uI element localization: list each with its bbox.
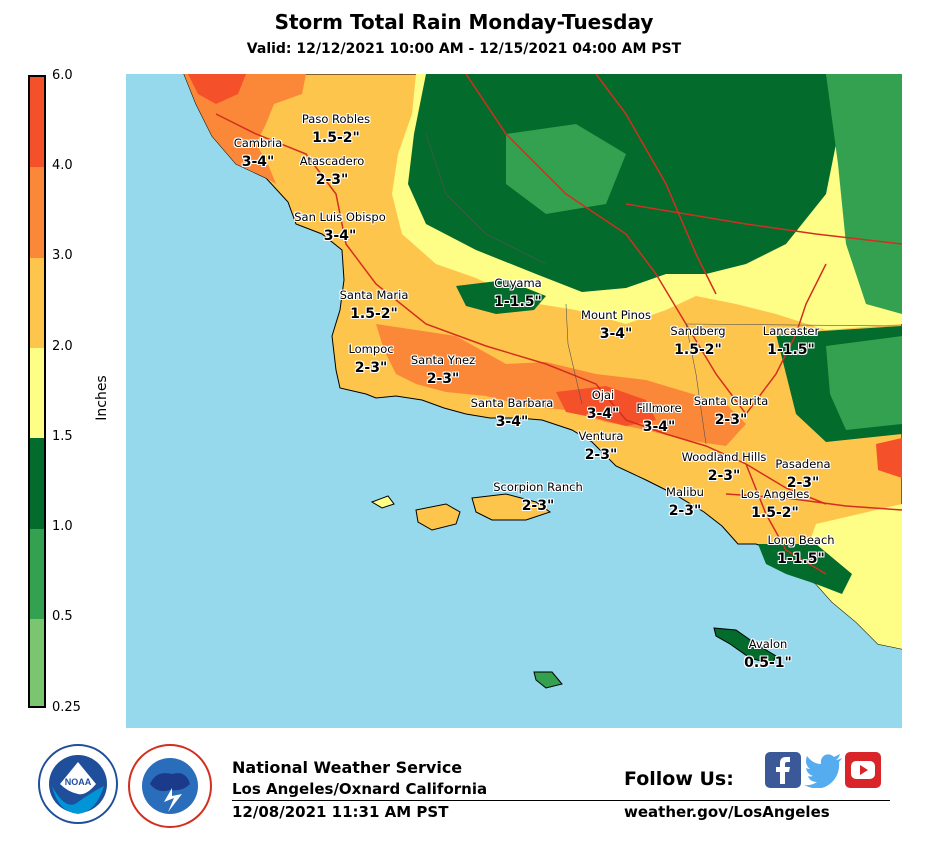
colorbar-bin-1-1.5 [30, 438, 44, 529]
issued-time: 12/08/2021 11:31 AM PST [232, 803, 449, 821]
rainfall-colorbar [28, 75, 46, 708]
band-0.5-1-antelope [826, 336, 902, 430]
follow-us-label: Follow Us: [624, 768, 734, 790]
twitter-icon[interactable] [804, 752, 842, 789]
office-name: Los Angeles/Oxnard California [232, 780, 488, 798]
county-line-sb-ventura [565, 303, 583, 405]
map-title: Storm Total Rain Monday-Tuesday [274, 10, 654, 34]
colorbar-bin-4-6 [30, 77, 44, 167]
island-catalina [713, 627, 777, 665]
colorbar-tick: 3.0 [52, 248, 73, 263]
colorbar-tick: 4.0 [52, 158, 73, 173]
city-ventura: Ventura 2-3" [578, 429, 624, 463]
city-woodland-hills: Woodland Hills 2-3" [681, 450, 767, 484]
island-santa-rosa [415, 503, 461, 531]
band-4-6-ojai [556, 386, 656, 426]
colorbar-bin-1.5-2 [30, 348, 44, 438]
county-line-kern-la [685, 323, 902, 327]
city-los-angeles: Los Angeles 1.5-2" [740, 487, 810, 521]
website-link[interactable]: weather.gov/LosAngeles [624, 803, 830, 821]
highway-14 [745, 263, 827, 415]
org-name: National Weather Service [232, 758, 463, 777]
city-cuyama: Cuyama 1-1.5" [494, 276, 542, 310]
rainfall-map-graphic [126, 74, 902, 728]
highway-405 [745, 463, 827, 575]
city-santa-barbara: Santa Barbara 3-4" [470, 396, 554, 430]
band-4-6-east [876, 438, 902, 478]
noaa-logo[interactable]: NOAA [38, 744, 118, 824]
island-santa-cruz [471, 493, 552, 521]
colorbar-unit-label: Inches [94, 375, 110, 421]
colorbar-bin-0.5-1 [30, 529, 44, 619]
band-1-1.5-interior [408, 74, 838, 292]
colorbar-tick: 1.0 [52, 519, 73, 534]
rainfall-map: Paso Robles 1.5-2" Cambria 3-4" Atascadero… [126, 74, 902, 728]
island-san-miguel [370, 495, 395, 509]
nws-logo[interactable] [128, 744, 212, 828]
highway-99 [595, 74, 717, 295]
county-line-ventura-la [685, 323, 707, 445]
footer-divider [232, 800, 890, 801]
city-cambria: Cambria 3-4" [233, 136, 283, 170]
highway-10 [725, 493, 902, 511]
city-avalon: Avalon 0.5-1" [744, 637, 792, 671]
svg-text:NOAA: NOAA [65, 777, 92, 787]
colorbar-tick: 2.0 [52, 339, 73, 354]
colorbar-tick: 0.25 [52, 700, 81, 715]
colorbar-tick: 1.5 [52, 429, 73, 444]
city-long-beach: Long Beach 1-1.5" [767, 533, 835, 567]
band-1-1.5-longbeach [758, 544, 852, 594]
county-line-slo-kern [425, 133, 547, 265]
city-malibu: Malibu 2-3" [666, 485, 704, 519]
city-paso-robles: Paso Robles 1.5-2" [301, 112, 371, 146]
valid-period: Valid: 12/12/2021 10:00 AM - 12/15/2021 … [246, 41, 682, 57]
band-0.5-1-interior [506, 124, 626, 214]
facebook-icon[interactable] [765, 752, 801, 788]
colorbar-tick: 0.5 [52, 609, 73, 624]
city-scorpion-ranch: Scorpion Ranch 2-3" [493, 480, 583, 514]
colorbar-bin-0.25-0.5 [30, 619, 44, 706]
highway-101 [215, 113, 827, 505]
band-0.5-1-desert [826, 74, 902, 314]
city-mount-pinos: Mount Pinos 3-4" [581, 308, 651, 342]
city-atascadero: Atascadero 2-3" [299, 154, 365, 188]
city-lancaster: Lancaster 1-1.5" [762, 324, 820, 358]
city-lompoc: Lompoc 2-3" [348, 342, 394, 376]
island-san-clemente [533, 671, 563, 689]
city-pasadena: Pasadena 2-3" [775, 457, 831, 491]
band-1-1.5-cuyama [456, 280, 546, 314]
city-sandberg: Sandberg 1.5-2" [670, 324, 726, 358]
colorbar-bin-3-4 [30, 167, 44, 258]
youtube-icon[interactable] [845, 752, 881, 788]
city-ojai: Ojai 3-4" [586, 388, 620, 422]
city-santa-maria: Santa Maria 1.5-2" [339, 288, 409, 322]
band-4-6-north [188, 74, 246, 104]
highway-5 [465, 74, 747, 415]
colorbar-bin-2-3 [30, 258, 44, 348]
city-santa-ynez: Santa Ynez 2-3" [410, 353, 476, 387]
colorbar-tick: 6.0 [52, 68, 73, 83]
city-fillmore: Fillmore 3-4" [636, 401, 682, 435]
highway-58 [625, 203, 902, 245]
city-santa-clarita: Santa Clarita 2-3" [693, 394, 769, 428]
city-san-luis-obispo: San Luis Obispo 3-4" [294, 210, 386, 244]
